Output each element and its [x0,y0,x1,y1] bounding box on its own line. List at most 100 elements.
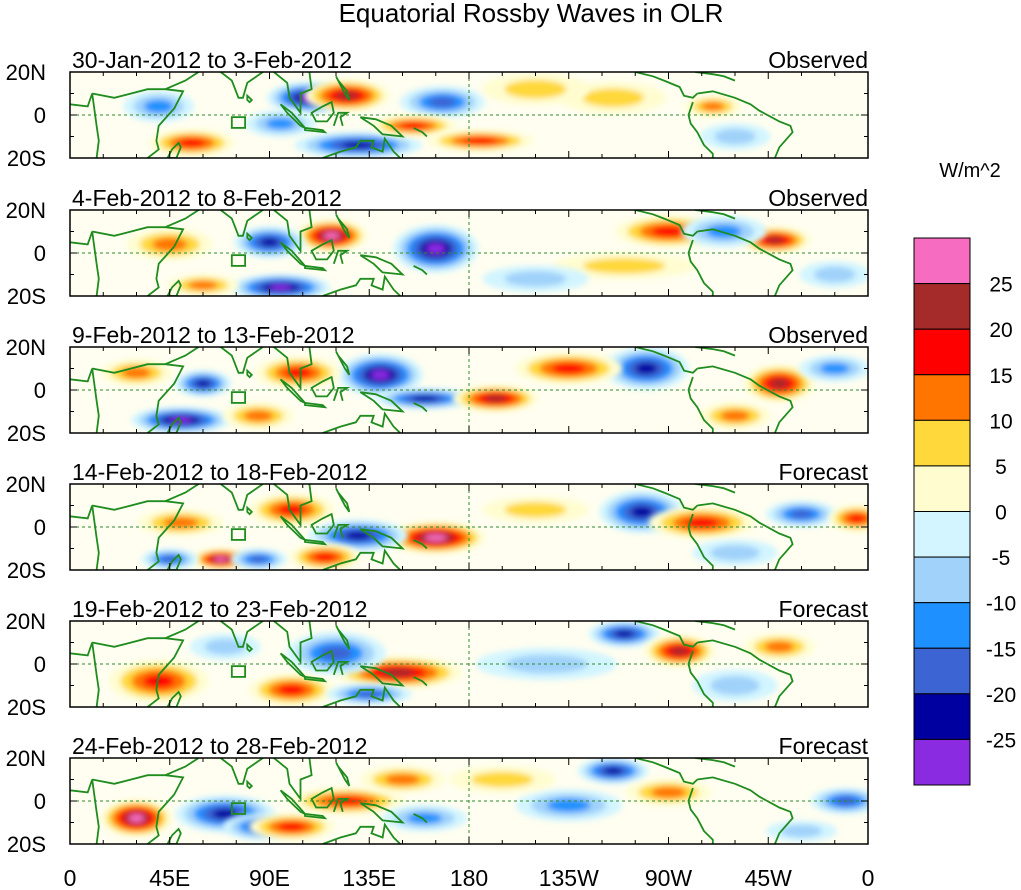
colorbar-level-label: 15 [989,365,1012,388]
contour-level [635,362,658,375]
anomaly-mark [681,215,767,248]
colorbar-units-label: W/m^2 [939,160,1001,182]
anomaly-mark [127,228,213,261]
coastlines [70,758,794,844]
anomaly-mark [743,364,815,403]
lon-tick-label: 90W [645,865,693,890]
panel-status: Forecast [779,733,869,759]
arabia-coastline [164,484,200,503]
java-coastline [304,675,328,683]
contour-level [269,284,292,291]
sulawesi-coastline [332,524,351,539]
lat-tick-label: 0 [34,515,46,540]
anomaly-mark [109,659,209,703]
contour-level [790,509,813,519]
colorbar-swatch [913,738,971,786]
lon-tick-label: 180 [450,865,488,890]
contour-level [701,101,725,111]
lon-tick-label: 90E [249,865,290,890]
philippines-coastline [335,350,351,376]
caribbean-coastline [694,621,736,631]
india-coastline [220,484,264,511]
borneo-coastline [310,649,335,672]
central-america-coastline [635,621,698,648]
australia-north-coastline [322,136,401,158]
contour-level [582,88,645,108]
india-coastline [220,621,264,648]
africa-west-coastline [70,779,100,844]
anomaly-mark [699,123,771,150]
java-coastline [304,538,328,546]
contour-level [323,232,340,240]
lat-tick-label: 20N [6,335,46,360]
philippines-coastline [335,487,351,513]
new-guinea-coastline [359,665,406,687]
lon-tick-label: 45W [745,865,793,890]
indochina-coastline [273,484,313,528]
contour-level [614,630,634,638]
indochina-coastline [273,72,313,116]
contour-level [128,814,145,823]
contour-level [471,771,534,788]
contour-level [546,798,591,812]
lat-tick-label: 20N [6,198,46,223]
sri-lanka-coastline [246,779,254,790]
coastlines [70,210,794,296]
caribbean-coastline [694,72,736,82]
panel-status: Forecast [779,459,869,485]
central-america-coastline [635,72,698,99]
india-coastline [220,210,264,237]
anomaly-mark [449,766,556,793]
reference-box [230,528,247,541]
sulawesi-coastline [332,387,351,402]
panel-status: Observed [768,185,868,211]
australia-north-coastline [322,685,401,707]
anomaly-mark [588,621,660,648]
contour-level [504,501,567,518]
coastlines [70,72,794,158]
contour-level [426,243,446,254]
africa-coast-coastline [92,774,185,844]
anomaly-mark [399,85,485,119]
anomaly-mark [249,493,335,526]
panel-3: 20N 0 20S 14-Feb-2012 to 18-Feb-2012 Forecas… [6,459,869,583]
java-coastline [304,264,328,272]
anomaly-mark [577,758,649,785]
lat-tick-label: 20N [6,60,46,85]
australia-north-coastline [322,822,401,844]
caribbean-coastline [694,210,736,220]
sumatra-coastline [279,652,306,678]
contour-level [847,514,866,523]
contour-level [710,544,760,561]
africa-west-coastline [70,642,100,707]
colorbar-level-label: -25 [986,729,1016,752]
anomaly-mark [386,521,486,554]
south-america-coastline [697,90,794,158]
contour-level [428,96,456,108]
java-coastline [304,812,328,820]
philippines-coastline [335,761,351,787]
anomaly-mark [453,385,539,413]
arabia-coastline [164,758,200,777]
panel-date-range: 14-Feb-2012 to 18-Feb-2012 [72,459,367,485]
contour-level [204,638,246,655]
sumatra-coastline [279,515,306,541]
contour-level [765,236,785,244]
colorbar-swatch [913,693,971,740]
indochina-coastline [273,758,313,802]
anomaly-mark [743,633,815,661]
anomaly-mark [625,778,712,806]
solomon-islands-coastline [413,813,428,824]
contour-level [504,79,567,99]
panel-5: 20N 0 20S 24-Feb-2012 to 28-Feb-2012 Forecas… [6,733,869,857]
colorbar-level-label: -15 [986,638,1016,661]
colorbar-level-label: 20 [989,319,1012,342]
contour-level [424,534,447,542]
anomaly-mark [230,548,287,570]
anomaly-mark [766,500,837,528]
australia-north-coastline [322,548,401,570]
anomaly-mark [189,633,261,661]
contour-level [265,118,296,130]
anomaly-mark [692,669,778,702]
coastlines [70,484,794,570]
